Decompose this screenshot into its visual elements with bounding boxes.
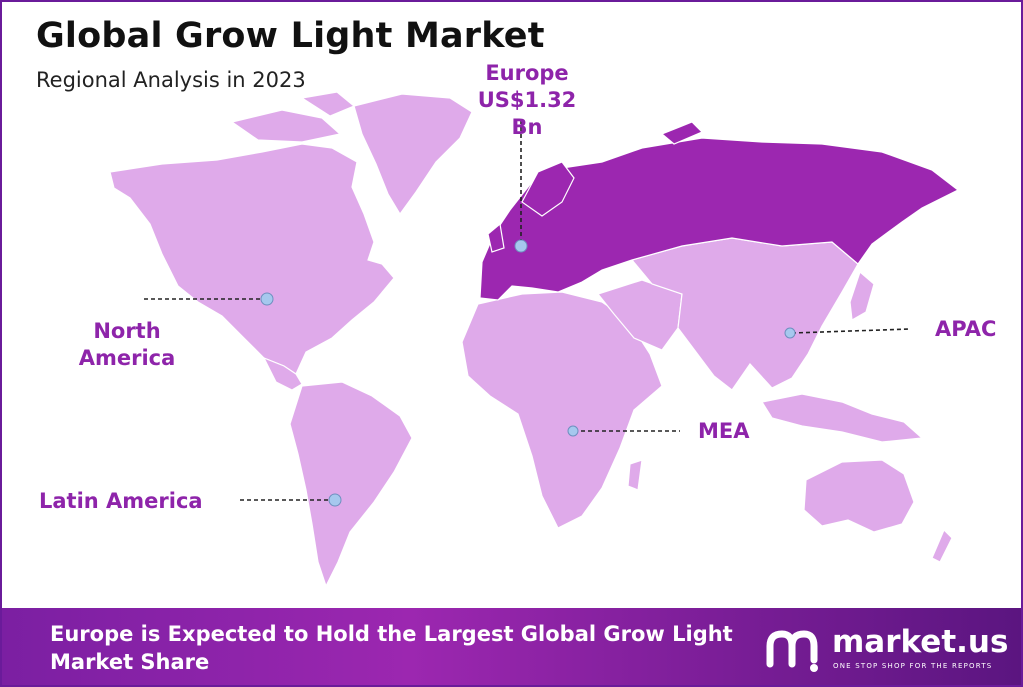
arctic-islands-east — [300, 91, 356, 117]
greenland-landmass — [353, 93, 473, 216]
logo-tagline: ONE STOP SHOP FOR THE REPORTS — [833, 662, 993, 670]
logo-name: market.us — [832, 624, 1009, 660]
north-america-name-line1: North — [93, 319, 161, 343]
europe-name: Europe — [485, 61, 569, 85]
market-us-logo-icon — [766, 630, 818, 672]
novaya-zemlya-highlighted — [660, 121, 704, 145]
north-america-name-line2: America — [78, 346, 176, 370]
market-us-logo: market.us ONE STOP SHOP FOR THE REPORTS — [762, 624, 1012, 674]
mea-marker — [567, 425, 579, 437]
latin-america-marker — [328, 493, 342, 507]
north-america-marker — [260, 292, 274, 306]
central-america-landmass — [262, 356, 303, 391]
uk-highlighted — [487, 222, 505, 253]
africa-landmass — [461, 291, 663, 529]
north-america-landmass — [109, 143, 395, 375]
arctic-islands — [230, 109, 342, 143]
latin-america-label: Latin America — [39, 489, 203, 513]
southeast-asia-islands — [761, 393, 924, 443]
footer-headline: Europe is Expected to Hold the Largest G… — [50, 622, 733, 674]
madagascar-landmass — [627, 459, 643, 491]
scandinavia-highlighted — [521, 161, 575, 217]
new-zealand-landmass — [931, 528, 953, 563]
page-title: Global Grow Light Market — [36, 16, 545, 56]
japan-landmass — [849, 270, 875, 321]
europe-label: Europe US$1.32 Bn — [472, 60, 582, 141]
page-subtitle: Regional Analysis in 2023 — [36, 68, 306, 92]
mea-label: MEA — [698, 419, 750, 443]
apac-marker — [784, 327, 796, 339]
europe-marker — [514, 239, 528, 253]
north-america-label: North America — [62, 318, 192, 372]
south-america-landmass — [289, 381, 413, 588]
world-map — [109, 91, 960, 588]
apac-label: APAC — [935, 317, 997, 341]
europe-value: US$1.32 Bn — [477, 88, 577, 139]
middle-east-landmass — [596, 279, 683, 351]
apac-leader-line — [791, 328, 911, 334]
footer-banner: Europe is Expected to Hold the Largest G… — [2, 608, 1021, 685]
australia-landmass — [803, 459, 915, 533]
